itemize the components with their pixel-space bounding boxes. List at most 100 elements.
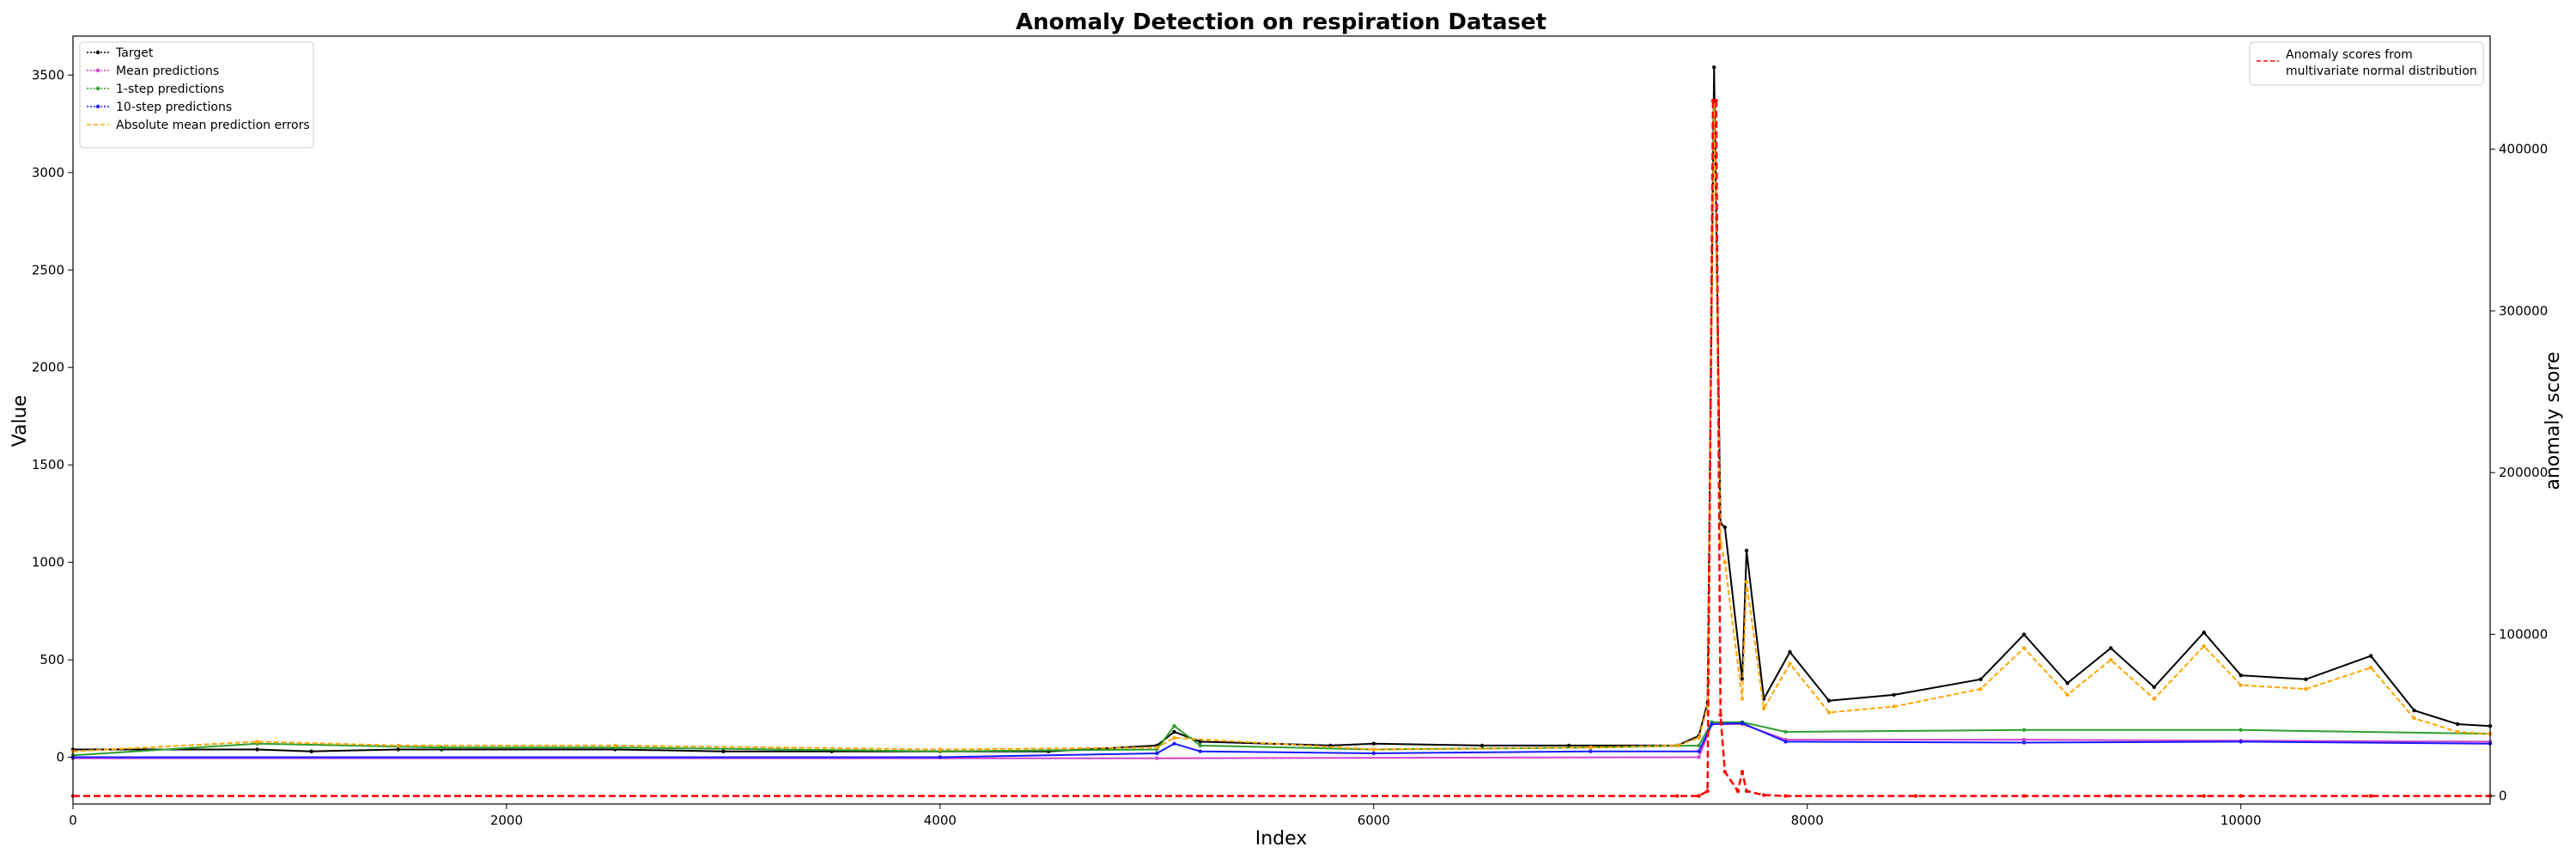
data-point-absolute-mean-prediction-errors — [2065, 692, 2069, 698]
data-point-target — [2368, 654, 2373, 658]
legend-marker — [95, 86, 100, 91]
data-point-target — [1892, 692, 1896, 698]
data-point-anomaly-scores-from-multivariate-normal-distribution — [1718, 713, 1722, 717]
data-point-absolute-mean-prediction-errors — [613, 743, 617, 748]
x-tick-label: 10000 — [2221, 813, 2262, 828]
data-point-mean-predictions — [2022, 737, 2026, 742]
tick-layer: 0 2000 4000 6000 8000 10000050010001500200025… — [32, 67, 2548, 828]
data-point-absolute-mean-prediction-errors — [1762, 706, 1766, 710]
data-point-anomaly-scores-from-multivariate-normal-distribution — [1740, 770, 1745, 774]
plot-frame — [72, 35, 2491, 805]
data-point-1-step-predictions — [1697, 743, 1701, 748]
data-point-absolute-mean-prediction-errors — [1371, 747, 1376, 752]
data-point-absolute-mean-prediction-errors — [1722, 560, 1728, 564]
data-point-target — [2455, 722, 2460, 727]
y2-axis-label: anomaly score — [2543, 351, 2564, 490]
data-point-target — [2065, 681, 2069, 685]
data-point-target — [2412, 708, 2416, 713]
chart-title: Anomaly Detection on respiration Dataset — [1016, 9, 1546, 35]
data-point-absolute-mean-prediction-errors — [2368, 666, 2373, 670]
legend-label: multivariate normal distribution — [2286, 64, 2477, 78]
data-point-1-step-predictions — [1172, 724, 1176, 728]
data-point-target — [2022, 632, 2026, 637]
data-point-target — [309, 749, 313, 753]
data-point-absolute-mean-prediction-errors — [1155, 746, 1159, 750]
y-tick: 3500 — [32, 67, 73, 82]
legend-left: Target Mean predictions 1-step predictions… — [79, 41, 314, 149]
x-tick-label: 8000 — [1791, 813, 1824, 828]
y-tick-label: 1000 — [32, 555, 64, 570]
y-tick: 1000 — [32, 555, 73, 570]
data-point-anomaly-scores-from-multivariate-normal-distribution — [1705, 789, 1710, 794]
x-tick-label: 4000 — [924, 813, 957, 828]
data-point-mean-predictions — [1155, 756, 1159, 760]
legend-marker — [95, 104, 100, 109]
data-point-1-step-predictions — [1198, 743, 1203, 748]
data-point-absolute-mean-prediction-errors — [396, 743, 400, 748]
x-tick-label: 0 — [69, 813, 77, 828]
data-point-10-step-predictions — [1371, 751, 1376, 756]
data-point-target — [2202, 631, 2206, 635]
y2-tick-label: 100000 — [2499, 626, 2548, 642]
series-line-1-step-predictions — [72, 721, 2491, 757]
y-tick-label: 0 — [56, 750, 64, 765]
data-point-absolute-mean-prediction-errors — [938, 747, 943, 752]
x-tick: 4000 — [924, 804, 957, 828]
data-point-absolute-mean-prediction-errors — [1744, 580, 1749, 584]
data-point-absolute-mean-prediction-errors — [1172, 735, 1176, 740]
x-axis-label: Index — [1255, 828, 1308, 850]
data-point-1-step-predictions — [440, 746, 444, 750]
data-point-target — [1566, 743, 1571, 748]
legend-entry-1-step-predictions: 1-step predictions — [87, 82, 224, 96]
data-point-1-step-predictions — [2022, 728, 2026, 732]
data-point-1-step-predictions — [2239, 728, 2243, 732]
data-point-absolute-mean-prediction-errors — [2239, 683, 2243, 687]
data-point-anomaly-scores-from-multivariate-normal-distribution — [1744, 789, 1749, 794]
data-point-anomaly-scores-from-multivariate-normal-distribution — [1714, 99, 1718, 103]
y2-tick: 400000 — [2490, 142, 2548, 157]
series-line-10-step-predictions — [73, 722, 2491, 758]
y2-tick: 300000 — [2490, 303, 2548, 319]
data-point-target — [1788, 649, 1792, 655]
legend-left-box — [79, 41, 314, 149]
data-point-absolute-mean-prediction-errors — [1740, 697, 1745, 701]
data-point-target — [721, 749, 726, 753]
data-point-absolute-mean-prediction-errors — [1826, 710, 1832, 715]
data-point-absolute-mean-prediction-errors — [1697, 735, 1701, 740]
data-point-10-step-predictions — [1155, 751, 1159, 756]
data-point-absolute-mean-prediction-errors — [2202, 644, 2206, 649]
series-line-anomaly-scores-from-multivariate-normal-distribution — [73, 100, 2490, 797]
legend-entry-absolute-mean-prediction-errors: Absolute mean prediction errors — [87, 119, 310, 132]
data-point-target — [1978, 677, 1983, 681]
data-point-10-step-predictions — [1697, 749, 1701, 753]
y-tick-label: 2500 — [32, 262, 64, 277]
y-tick: 0 — [56, 750, 73, 765]
x-tick: 10000 — [2221, 804, 2262, 828]
y2-tick-label: 0 — [2499, 789, 2507, 804]
data-point-10-step-predictions — [1198, 749, 1203, 753]
data-point-target — [1479, 743, 1485, 748]
x-tick: 6000 — [1358, 804, 1390, 828]
legend-marker — [95, 50, 100, 55]
data-point-10-step-predictions — [1783, 740, 1788, 744]
y-tick: 2000 — [32, 360, 73, 375]
y-tick: 2500 — [32, 262, 73, 277]
legend-label: 1-step predictions — [116, 82, 224, 96]
data-point-absolute-mean-prediction-errors — [1589, 746, 1593, 750]
y2-tick-label: 300000 — [2499, 303, 2548, 319]
data-point-target — [2152, 685, 2156, 690]
data-point-target — [1826, 698, 1832, 703]
data-point-absolute-mean-prediction-errors — [1978, 686, 1983, 691]
data-point-target — [1744, 548, 1749, 553]
x-tick-label: 6000 — [1358, 813, 1390, 828]
legend-right-box — [2249, 41, 2484, 86]
data-point-10-step-predictions — [1710, 722, 1714, 727]
data-point-anomaly-scores-from-multivariate-normal-distribution — [1697, 794, 1701, 798]
series-line-target — [73, 67, 2491, 752]
data-point-absolute-mean-prediction-errors — [2455, 729, 2460, 734]
y-tick: 500 — [39, 652, 73, 667]
data-point-target — [1198, 740, 1203, 744]
data-point-10-step-predictions — [2239, 740, 2243, 744]
data-point-target — [2239, 673, 2243, 678]
